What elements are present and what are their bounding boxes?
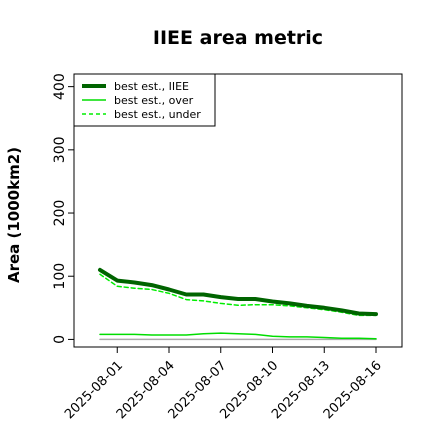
legend-label-2: best est., under [114,108,201,121]
chart-title: IIEE area metric [153,27,323,49]
plot-frame [73,73,403,348]
series-line-0 [98,267,378,317]
legend-label-0: best est., IIEE [114,80,189,93]
y-tick-label: 100 [52,263,68,290]
series-line-1 [99,332,377,340]
y-tick-label: 0 [52,335,68,344]
series-line-2 [99,273,377,317]
y-axis-label: Area (1000km2) [5,147,23,283]
y-tick-label: 400 [52,73,68,100]
y-axis: 0 100 200 300 400 [52,73,74,344]
x-axis: 2025-08-012025-08-042025-08-072025-08-10… [62,347,385,422]
legend-label-1: best est., over [114,94,194,107]
y-tick-label: 300 [52,136,68,163]
y-tick-label: 200 [52,200,68,227]
plot-marks [98,267,378,341]
